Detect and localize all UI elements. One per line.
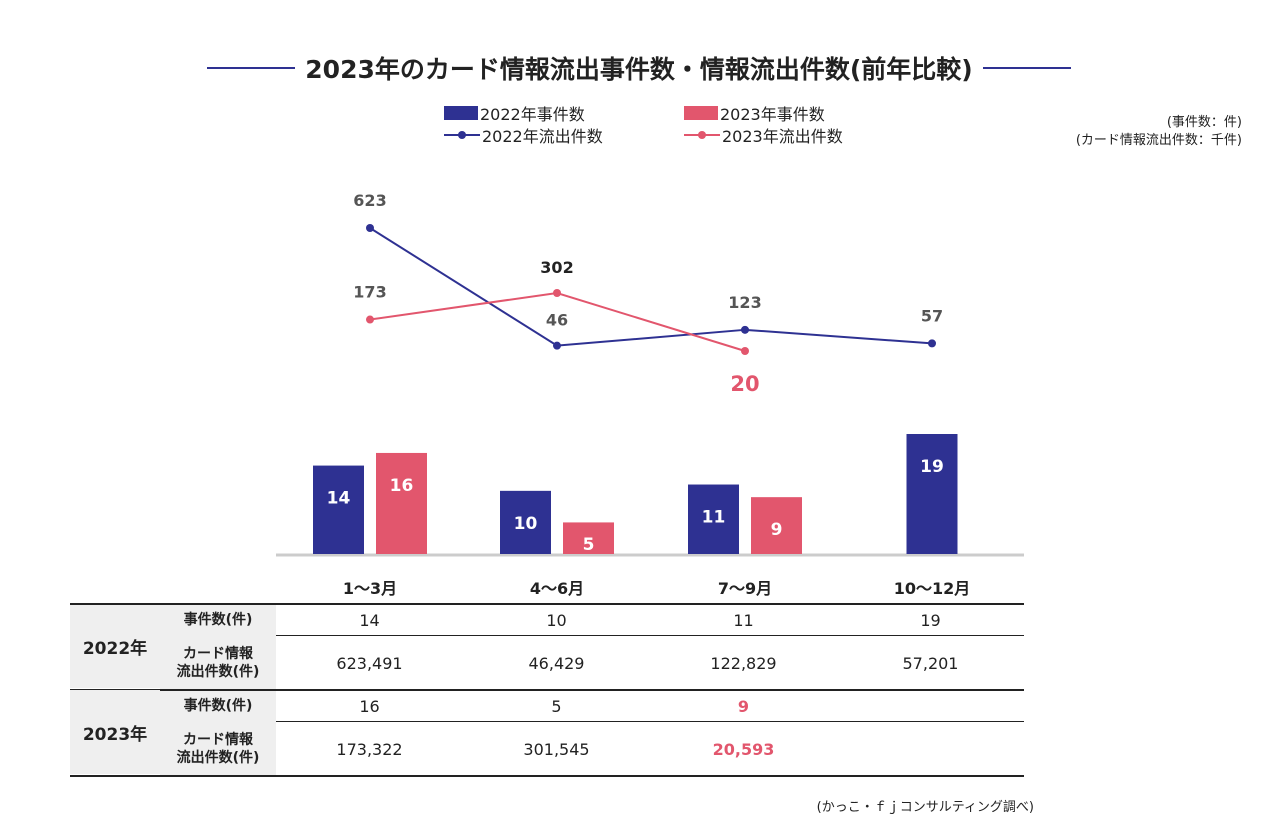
table-rule — [276, 721, 1024, 722]
combo-chart: 14 16 1～3月 10 5 4～6月 11 9 7～9月 19 10～12月 623 46 123 57… — [276, 191, 1024, 598]
row-metric-label: カード情報 流出件数(件) — [160, 636, 276, 690]
table-cell: 623,491 — [336, 653, 403, 673]
table-cell: 10 — [546, 610, 567, 630]
bar-label-2022: 11 — [702, 508, 726, 528]
point-label-2022: 123 — [728, 293, 761, 312]
point-2022 — [928, 339, 936, 348]
legend-item-bar2023: 2023年事件数 — [684, 102, 843, 124]
bar-label-2022: 10 — [514, 514, 538, 534]
bar-2023 — [563, 522, 614, 554]
x-tick-label: 4～6月 — [530, 579, 584, 598]
legend-item-bar2022: 2022年事件数 — [444, 102, 603, 124]
title-right-rule — [982, 67, 1071, 69]
table-cell: 46,429 — [528, 653, 585, 673]
x-tick-label: 7～9月 — [718, 579, 772, 598]
bar-2022 — [906, 434, 958, 554]
legend-swatch-line2022 — [444, 128, 480, 142]
table-row: カード情報 流出件数(件) 623,491 46,429 122,829 57,201 — [70, 636, 1024, 690]
chart-title: 2023年のカード情報流出事件数・情報流出件数(前年比較) — [305, 55, 973, 84]
bar-label-2023: 5 — [583, 535, 595, 555]
bar-label-2023: 16 — [390, 476, 414, 496]
source-note: (かっこ・ｆｊコンサルティング調べ) — [816, 800, 1034, 815]
row-metric-label: カード情報 流出件数(件) — [160, 722, 276, 776]
year-label: 2023年 — [70, 690, 160, 774]
legend-swatch-bar2022 — [444, 106, 478, 120]
legend-col-2023: 2023年事件数 2023年流出件数 — [684, 102, 843, 146]
x-tick-label: 1～3月 — [343, 579, 397, 598]
point-2023 — [553, 289, 561, 297]
point-label-2022: 57 — [921, 306, 943, 325]
unit-incidents: (事件数：件) — [1166, 115, 1242, 130]
point-2023 — [741, 347, 749, 355]
table-cell: 5 — [551, 696, 562, 716]
data-table: 事件数(件) 14 10 11 19 カード情報 流出件数(件) 623,491 46,429… — [70, 603, 1024, 777]
point-2022 — [366, 224, 374, 232]
table-top-rule — [70, 603, 1024, 605]
line-2022 — [369, 227, 933, 347]
legend-swatch-bar2023 — [684, 106, 718, 120]
table-cell: 301,545 — [523, 739, 590, 759]
table-rule — [70, 775, 1024, 777]
point-2022 — [741, 325, 749, 334]
table-rule — [276, 635, 1024, 636]
legend-col-2022: 2022年事件数 2022年流出件数 — [444, 102, 603, 146]
table-cell: 122,829 — [710, 653, 777, 673]
bar-2022 — [313, 465, 364, 554]
unit-notes: (事件数：件) (カード情報流出件数：千件) — [1076, 114, 1242, 150]
legend-item-line2023: 2023年流出件数 — [684, 124, 843, 146]
table-cell: 19 — [920, 610, 941, 630]
point-label-2022: 46 — [546, 311, 568, 330]
title-left-rule — [207, 67, 296, 69]
legend-label-bar2023: 2023年事件数 — [720, 105, 825, 124]
bar-2023 — [751, 497, 802, 554]
legend-label-line2023: 2023年流出件数 — [722, 127, 843, 146]
table-cell: 14 — [359, 610, 380, 630]
bar-2023 — [376, 452, 427, 554]
bar-label-2023: 9 — [771, 520, 783, 540]
point-label-2023: 302 — [540, 258, 573, 277]
row-metric-label: 事件数(件) — [160, 604, 276, 636]
legend-label-line2022: 2022年流出件数 — [482, 127, 603, 146]
table-cell: 11 — [733, 610, 754, 630]
table-row: カード情報 流出件数(件) 173,322 301,545 20,593 — [70, 722, 1024, 776]
table-rule — [70, 689, 1024, 691]
bar-2022 — [500, 490, 551, 554]
unit-leaked: (カード情報流出件数：千件) — [1075, 133, 1242, 148]
point-2023 — [366, 315, 374, 324]
point-2022 — [553, 341, 561, 350]
title-bar: 2023年のカード情報流出事件数・情報流出件数(前年比較) — [0, 48, 1278, 88]
table-row: 事件数(件) 14 10 11 19 — [70, 604, 1024, 636]
bar-label-2022: 19 — [920, 457, 944, 477]
row-metric-label: 事件数(件) — [160, 690, 276, 722]
table-cell: 16 — [359, 696, 380, 716]
legend-label-bar2022: 2022年事件数 — [480, 105, 585, 124]
point-label-2023: 20 — [730, 372, 759, 396]
legend-item-line2022: 2022年流出件数 — [444, 124, 603, 146]
point-label-2022: 623 — [353, 191, 386, 210]
legend-swatch-line2023 — [684, 128, 720, 142]
table-row: 事件数(件) 16 5 9 — [70, 690, 1024, 722]
point-label-2023: 173 — [353, 283, 386, 302]
bar-label-2022: 14 — [327, 489, 351, 509]
bar-2022 — [688, 484, 739, 554]
table-cell: 57,201 — [902, 653, 959, 673]
table-cell: 9 — [737, 696, 750, 716]
x-tick-label: 10～12月 — [894, 579, 971, 598]
table-cell: 173,322 — [336, 739, 403, 759]
year-label: 2022年 — [70, 604, 160, 688]
table-cell: 20,593 — [712, 739, 775, 759]
